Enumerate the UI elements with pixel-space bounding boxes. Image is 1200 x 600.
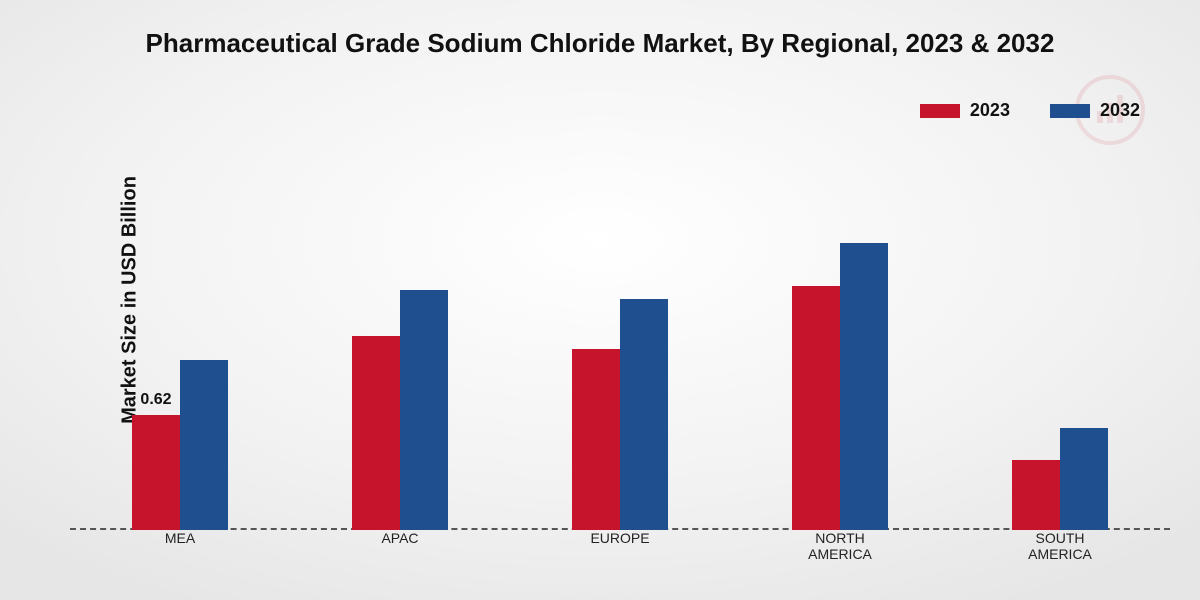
bar-group: [132, 360, 228, 530]
bar: [180, 360, 228, 530]
x-axis-label: NORTH AMERICA: [808, 530, 872, 562]
legend-label-2023: 2023: [970, 100, 1010, 121]
chart-title: Pharmaceutical Grade Sodium Chloride Mar…: [0, 28, 1200, 59]
x-axis-label: MEA: [165, 530, 195, 546]
x-axis-label: SOUTH AMERICA: [1028, 530, 1092, 562]
bar: [1012, 460, 1060, 530]
bar-group: [1012, 428, 1108, 530]
legend: 2023 2032: [920, 100, 1140, 121]
plot-area: 0.62: [70, 160, 1170, 530]
bar: [352, 336, 400, 530]
chart-canvas: Pharmaceutical Grade Sodium Chloride Mar…: [0, 0, 1200, 600]
bar: [132, 415, 180, 530]
bar: [1060, 428, 1108, 530]
legend-swatch-2032: [1050, 104, 1090, 118]
legend-item-2023: 2023: [920, 100, 1010, 121]
x-axis-label: EUROPE: [590, 530, 649, 546]
legend-swatch-2023: [920, 104, 960, 118]
bar-data-label: 0.62: [140, 391, 171, 409]
bar-group: [352, 290, 448, 531]
bar-group: [572, 299, 668, 530]
x-axis-labels: MEA APAC EUROPE NORTH AMERICA SOUTH AMERICA: [70, 530, 1170, 570]
bar: [620, 299, 668, 530]
bar: [572, 349, 620, 530]
bar: [840, 243, 888, 530]
bar: [400, 290, 448, 531]
bar-group: [792, 243, 888, 530]
bar: [792, 286, 840, 530]
x-axis-label: APAC: [381, 530, 418, 546]
legend-label-2032: 2032: [1100, 100, 1140, 121]
legend-item-2032: 2032: [1050, 100, 1140, 121]
